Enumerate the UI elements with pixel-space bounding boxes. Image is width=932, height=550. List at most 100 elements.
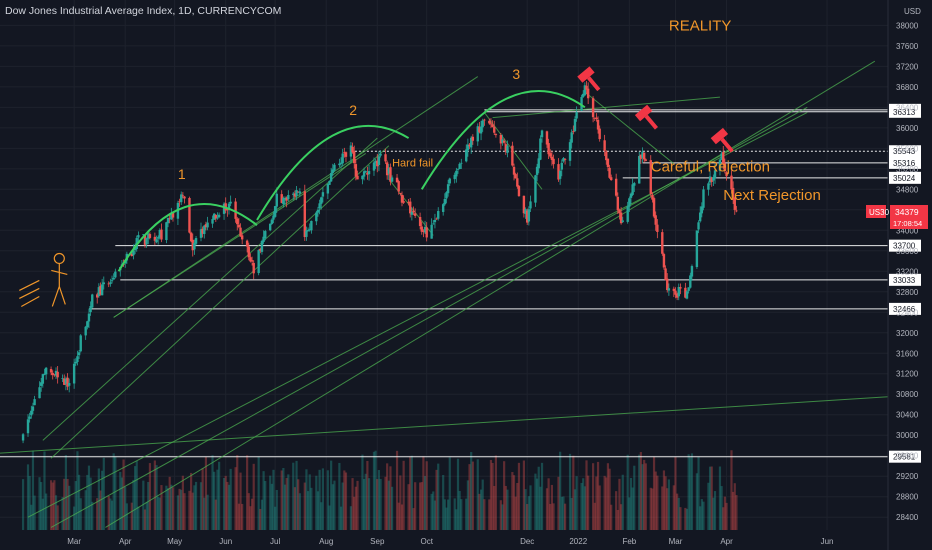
candle bbox=[516, 172, 519, 189]
volume-bar bbox=[465, 498, 468, 530]
candle-body bbox=[339, 162, 343, 164]
volume-bar bbox=[633, 465, 636, 530]
candle bbox=[535, 163, 539, 182]
volume-bar bbox=[61, 497, 64, 530]
candle-body bbox=[539, 138, 542, 160]
candle bbox=[259, 247, 262, 254]
candle-body bbox=[652, 198, 656, 217]
candle bbox=[471, 134, 475, 145]
volume-bar bbox=[652, 456, 656, 530]
candle-body bbox=[389, 167, 392, 182]
trendline[interactable] bbox=[584, 91, 675, 165]
candle-body bbox=[420, 226, 423, 232]
trendline[interactable] bbox=[50, 106, 808, 528]
time-tick-label: Apr bbox=[720, 537, 733, 546]
volume-bar bbox=[679, 507, 682, 530]
volume-bar bbox=[56, 505, 59, 530]
candle bbox=[303, 184, 306, 241]
candle bbox=[287, 190, 290, 202]
candle bbox=[626, 201, 629, 224]
chart-title: Dow Jones Industrial Average Index, 1D, … bbox=[5, 5, 281, 17]
trendline[interactable] bbox=[42, 137, 378, 441]
volume-bar bbox=[193, 485, 196, 530]
volume-bar bbox=[96, 498, 99, 530]
candle-body bbox=[237, 224, 241, 228]
candle bbox=[580, 94, 583, 111]
candle-body bbox=[460, 162, 463, 164]
candle-body bbox=[708, 176, 712, 183]
candle bbox=[199, 222, 203, 242]
candle bbox=[229, 195, 232, 206]
candle-body bbox=[395, 177, 399, 183]
hammer-icon bbox=[634, 104, 658, 130]
candle bbox=[722, 146, 725, 170]
candle bbox=[343, 147, 346, 158]
time-tick-label: Mar bbox=[669, 537, 683, 546]
volume-bar bbox=[666, 488, 669, 530]
volume-bar bbox=[338, 462, 341, 530]
volume-bar bbox=[239, 472, 242, 530]
volume-bar bbox=[224, 475, 227, 530]
volume-bar bbox=[33, 495, 36, 530]
volume-bar bbox=[362, 479, 366, 530]
candle-body bbox=[529, 201, 532, 209]
candle bbox=[506, 140, 509, 158]
candle bbox=[552, 154, 555, 169]
volume-bar bbox=[735, 495, 738, 530]
trendline[interactable] bbox=[0, 396, 889, 454]
candle bbox=[38, 381, 41, 399]
time-axis[interactable]: Mar Apr May Jun Jul Aug Sep Oct Dec 2022 Feb Mar Apr… bbox=[67, 537, 833, 546]
candle-body bbox=[410, 211, 414, 215]
trendline[interactable] bbox=[492, 96, 721, 119]
volume-bar bbox=[84, 490, 87, 530]
trendline[interactable] bbox=[105, 60, 876, 528]
candle-body bbox=[591, 98, 595, 118]
wave-arc[interactable] bbox=[117, 203, 258, 272]
wave-label: 1 bbox=[178, 166, 186, 182]
volume-bar bbox=[511, 472, 514, 530]
volume-bar bbox=[97, 468, 100, 530]
candle bbox=[180, 191, 183, 205]
price-tick-label: 36400 bbox=[896, 103, 919, 112]
candle-body bbox=[491, 124, 494, 128]
volume-bar bbox=[402, 460, 405, 530]
trendline[interactable] bbox=[50, 145, 390, 459]
candle-body bbox=[21, 434, 25, 441]
volume-bar bbox=[125, 503, 128, 530]
candle-body bbox=[558, 170, 562, 179]
candle bbox=[211, 215, 214, 228]
volume-bar bbox=[135, 460, 138, 530]
candle-body bbox=[268, 223, 272, 231]
volume-bar bbox=[448, 457, 451, 530]
candle bbox=[89, 301, 92, 316]
candle bbox=[236, 216, 239, 231]
candle bbox=[687, 287, 690, 294]
price-tick-label: 30400 bbox=[896, 411, 919, 420]
candle bbox=[33, 395, 36, 406]
volume-bar bbox=[216, 469, 219, 530]
candle bbox=[422, 229, 425, 238]
candle-body bbox=[354, 164, 358, 177]
candle-body bbox=[718, 159, 722, 171]
candle-body bbox=[145, 238, 148, 245]
volume-bar bbox=[366, 460, 369, 530]
wave-arc[interactable] bbox=[420, 90, 586, 190]
volume-bar bbox=[476, 459, 479, 530]
candle-body bbox=[412, 210, 415, 213]
candle bbox=[201, 226, 204, 238]
candle-body bbox=[89, 306, 92, 313]
trendline[interactable] bbox=[113, 76, 479, 318]
candle bbox=[387, 163, 391, 181]
wave-arc[interactable] bbox=[256, 124, 410, 221]
candle-body bbox=[212, 213, 216, 220]
volume-bar bbox=[191, 492, 194, 530]
candle-body bbox=[64, 378, 68, 384]
candle-body bbox=[409, 201, 412, 214]
candle-body bbox=[568, 142, 572, 161]
volume-bar bbox=[545, 488, 549, 530]
last-price-tag: US30 34379 17:08:54 bbox=[866, 205, 928, 229]
price-axis[interactable]: 38000 37600 37200 36800 36400 36000 35600 35200… bbox=[896, 21, 919, 522]
candle-body bbox=[189, 232, 193, 242]
candle bbox=[501, 134, 504, 146]
